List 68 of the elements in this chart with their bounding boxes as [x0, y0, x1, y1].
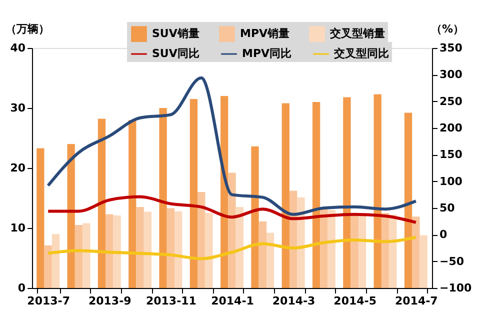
bar [106, 214, 114, 288]
bar [320, 207, 328, 288]
y2-tick-label: 200 [440, 122, 463, 134]
bar [67, 144, 75, 288]
bar [52, 234, 60, 288]
bar [128, 120, 136, 288]
y-tick-label: 10 [10, 222, 26, 234]
y2-tick-label: −50 [440, 254, 464, 268]
y2-tick-label: 250 [440, 94, 463, 108]
bar [389, 214, 397, 288]
y2-tick-label: 0 [440, 228, 448, 242]
y2-tick-label: 100 [440, 174, 463, 188]
bar [343, 97, 351, 288]
y-tick-label: 0 [18, 282, 26, 294]
bar [328, 210, 336, 288]
legend-label: MPV销量 [240, 27, 290, 40]
x-tick-label: 2013-9 [88, 294, 132, 308]
legend-label: 交叉型同比 [333, 47, 389, 60]
legend-label: MPV同比 [242, 47, 292, 60]
bar [166, 208, 175, 288]
y2-tick-label: 300 [440, 68, 463, 82]
line-series [46, 195, 418, 224]
x-tick-label: 2014-1 [211, 294, 254, 308]
bar [266, 232, 274, 288]
bar [159, 108, 167, 288]
x-tick-label: 2014-5 [334, 294, 377, 308]
y2-tick-label: −100 [440, 282, 472, 294]
bar [358, 213, 366, 288]
bar [404, 112, 412, 288]
x-tick-label: 2013-11 [146, 294, 196, 308]
bar [205, 213, 213, 288]
bar [282, 103, 290, 288]
line-series [46, 76, 418, 216]
bar [136, 207, 144, 288]
y-tick-label: 20 [10, 162, 26, 174]
bar [144, 212, 152, 288]
bar [190, 99, 198, 288]
y-tick-label: 40 [10, 42, 26, 54]
bar [312, 102, 320, 288]
bar [44, 245, 52, 288]
x-tick-label: 2014-7 [394, 294, 438, 308]
legend-label: SUV销量 [152, 27, 200, 40]
bar [412, 216, 420, 288]
bar [36, 148, 44, 288]
bar [258, 221, 266, 288]
y2-tick-label: 350 [440, 42, 463, 54]
bar [251, 146, 259, 288]
y-tick-label: 30 [10, 102, 26, 114]
y2-tick-label: 150 [440, 148, 463, 162]
y-axis-title: （万辆） [6, 22, 50, 36]
bar [82, 223, 90, 288]
legend-label: 交叉型销量 [329, 27, 385, 40]
legend-label: SUV同比 [152, 47, 200, 60]
x-tick-label: 2013-7 [27, 294, 70, 308]
y2-axis-title: （%） [430, 22, 464, 36]
bar [98, 118, 106, 288]
bar [174, 211, 182, 288]
line-series [46, 236, 418, 260]
y2-tick-label: 50 [440, 202, 456, 214]
bar [420, 235, 428, 288]
bar [198, 192, 206, 288]
bar [381, 213, 390, 288]
bar [236, 207, 244, 288]
bar [113, 215, 121, 288]
x-tick-label: 2014-3 [272, 294, 316, 308]
bar [228, 172, 236, 288]
bar [74, 225, 83, 288]
bar [374, 94, 382, 288]
